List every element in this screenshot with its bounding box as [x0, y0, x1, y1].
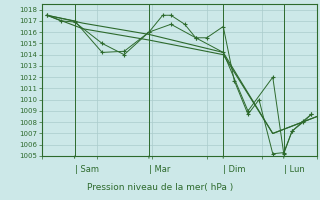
Text: | Mar: | Mar — [149, 165, 170, 174]
Text: | Dim: | Dim — [223, 165, 246, 174]
Text: Pression niveau de la mer( hPa ): Pression niveau de la mer( hPa ) — [87, 183, 233, 192]
Text: | Sam: | Sam — [75, 165, 99, 174]
Text: | Lun: | Lun — [284, 165, 305, 174]
